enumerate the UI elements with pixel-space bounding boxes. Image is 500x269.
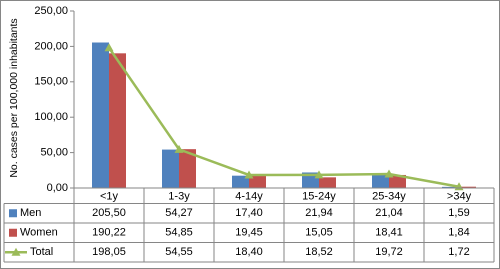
bar <box>109 53 126 188</box>
legend-swatch <box>9 209 17 218</box>
legend-label: Total <box>30 246 53 258</box>
x-tick-label: 4-14y <box>235 191 263 203</box>
x-tick-label: <1y <box>100 191 119 203</box>
bar <box>179 149 196 188</box>
table-value: 190,22 <box>92 227 126 239</box>
bar <box>442 186 459 188</box>
x-tick-label: 15-24y <box>302 191 336 203</box>
bar <box>372 173 389 188</box>
table-value: 21,04 <box>375 207 403 219</box>
legend-label: Men <box>20 207 41 219</box>
table-value: 17,40 <box>235 207 263 219</box>
y-tick-label: 150,00 <box>34 76 68 88</box>
table-value: 18,40 <box>235 246 263 258</box>
marker <box>244 170 254 179</box>
line <box>107 47 460 189</box>
x-tick-label: >34y <box>447 191 472 203</box>
x-tick-label: 25-34y <box>372 191 406 203</box>
table-value: 1,59 <box>448 207 469 219</box>
table-value: 21,94 <box>305 207 333 219</box>
bar <box>249 174 266 188</box>
y-tick-label: 50,00 <box>40 147 68 159</box>
y-tick-label: 100,00 <box>34 111 68 123</box>
marker <box>384 169 394 178</box>
bar <box>389 174 406 188</box>
bar <box>319 177 336 188</box>
marker <box>314 170 324 179</box>
table-value: 18,41 <box>375 227 403 239</box>
bar <box>92 42 109 189</box>
y-axis-label: No. cases per 100,000 inhabitants <box>8 18 20 177</box>
table-value: 54,85 <box>165 227 193 239</box>
x-tick-label: 1-3y <box>168 191 190 203</box>
table-value: 54,27 <box>165 207 193 219</box>
table-value: 15,05 <box>305 227 333 239</box>
table-value: 19,72 <box>375 246 403 258</box>
y-tick-label: 200,00 <box>34 40 68 52</box>
legend-swatch <box>11 247 21 256</box>
bar <box>459 186 476 188</box>
table-value: 19,45 <box>235 227 263 239</box>
marker <box>174 144 184 153</box>
table-value: 18,52 <box>305 246 333 258</box>
legend-label: Women <box>20 227 58 239</box>
y-tick-label: 250,00 <box>34 5 68 17</box>
table-value: 54,55 <box>165 246 193 258</box>
table-value: 198,05 <box>92 246 126 258</box>
bar <box>232 175 249 188</box>
marker <box>104 43 114 52</box>
legend-swatch <box>9 228 17 237</box>
bar <box>302 172 319 188</box>
y-tick-label: 0,00 <box>47 182 68 194</box>
table-value: 205,50 <box>92 207 126 219</box>
table-value: 1,84 <box>448 227 469 239</box>
bar <box>162 149 179 188</box>
table-value: 1,72 <box>448 246 469 258</box>
